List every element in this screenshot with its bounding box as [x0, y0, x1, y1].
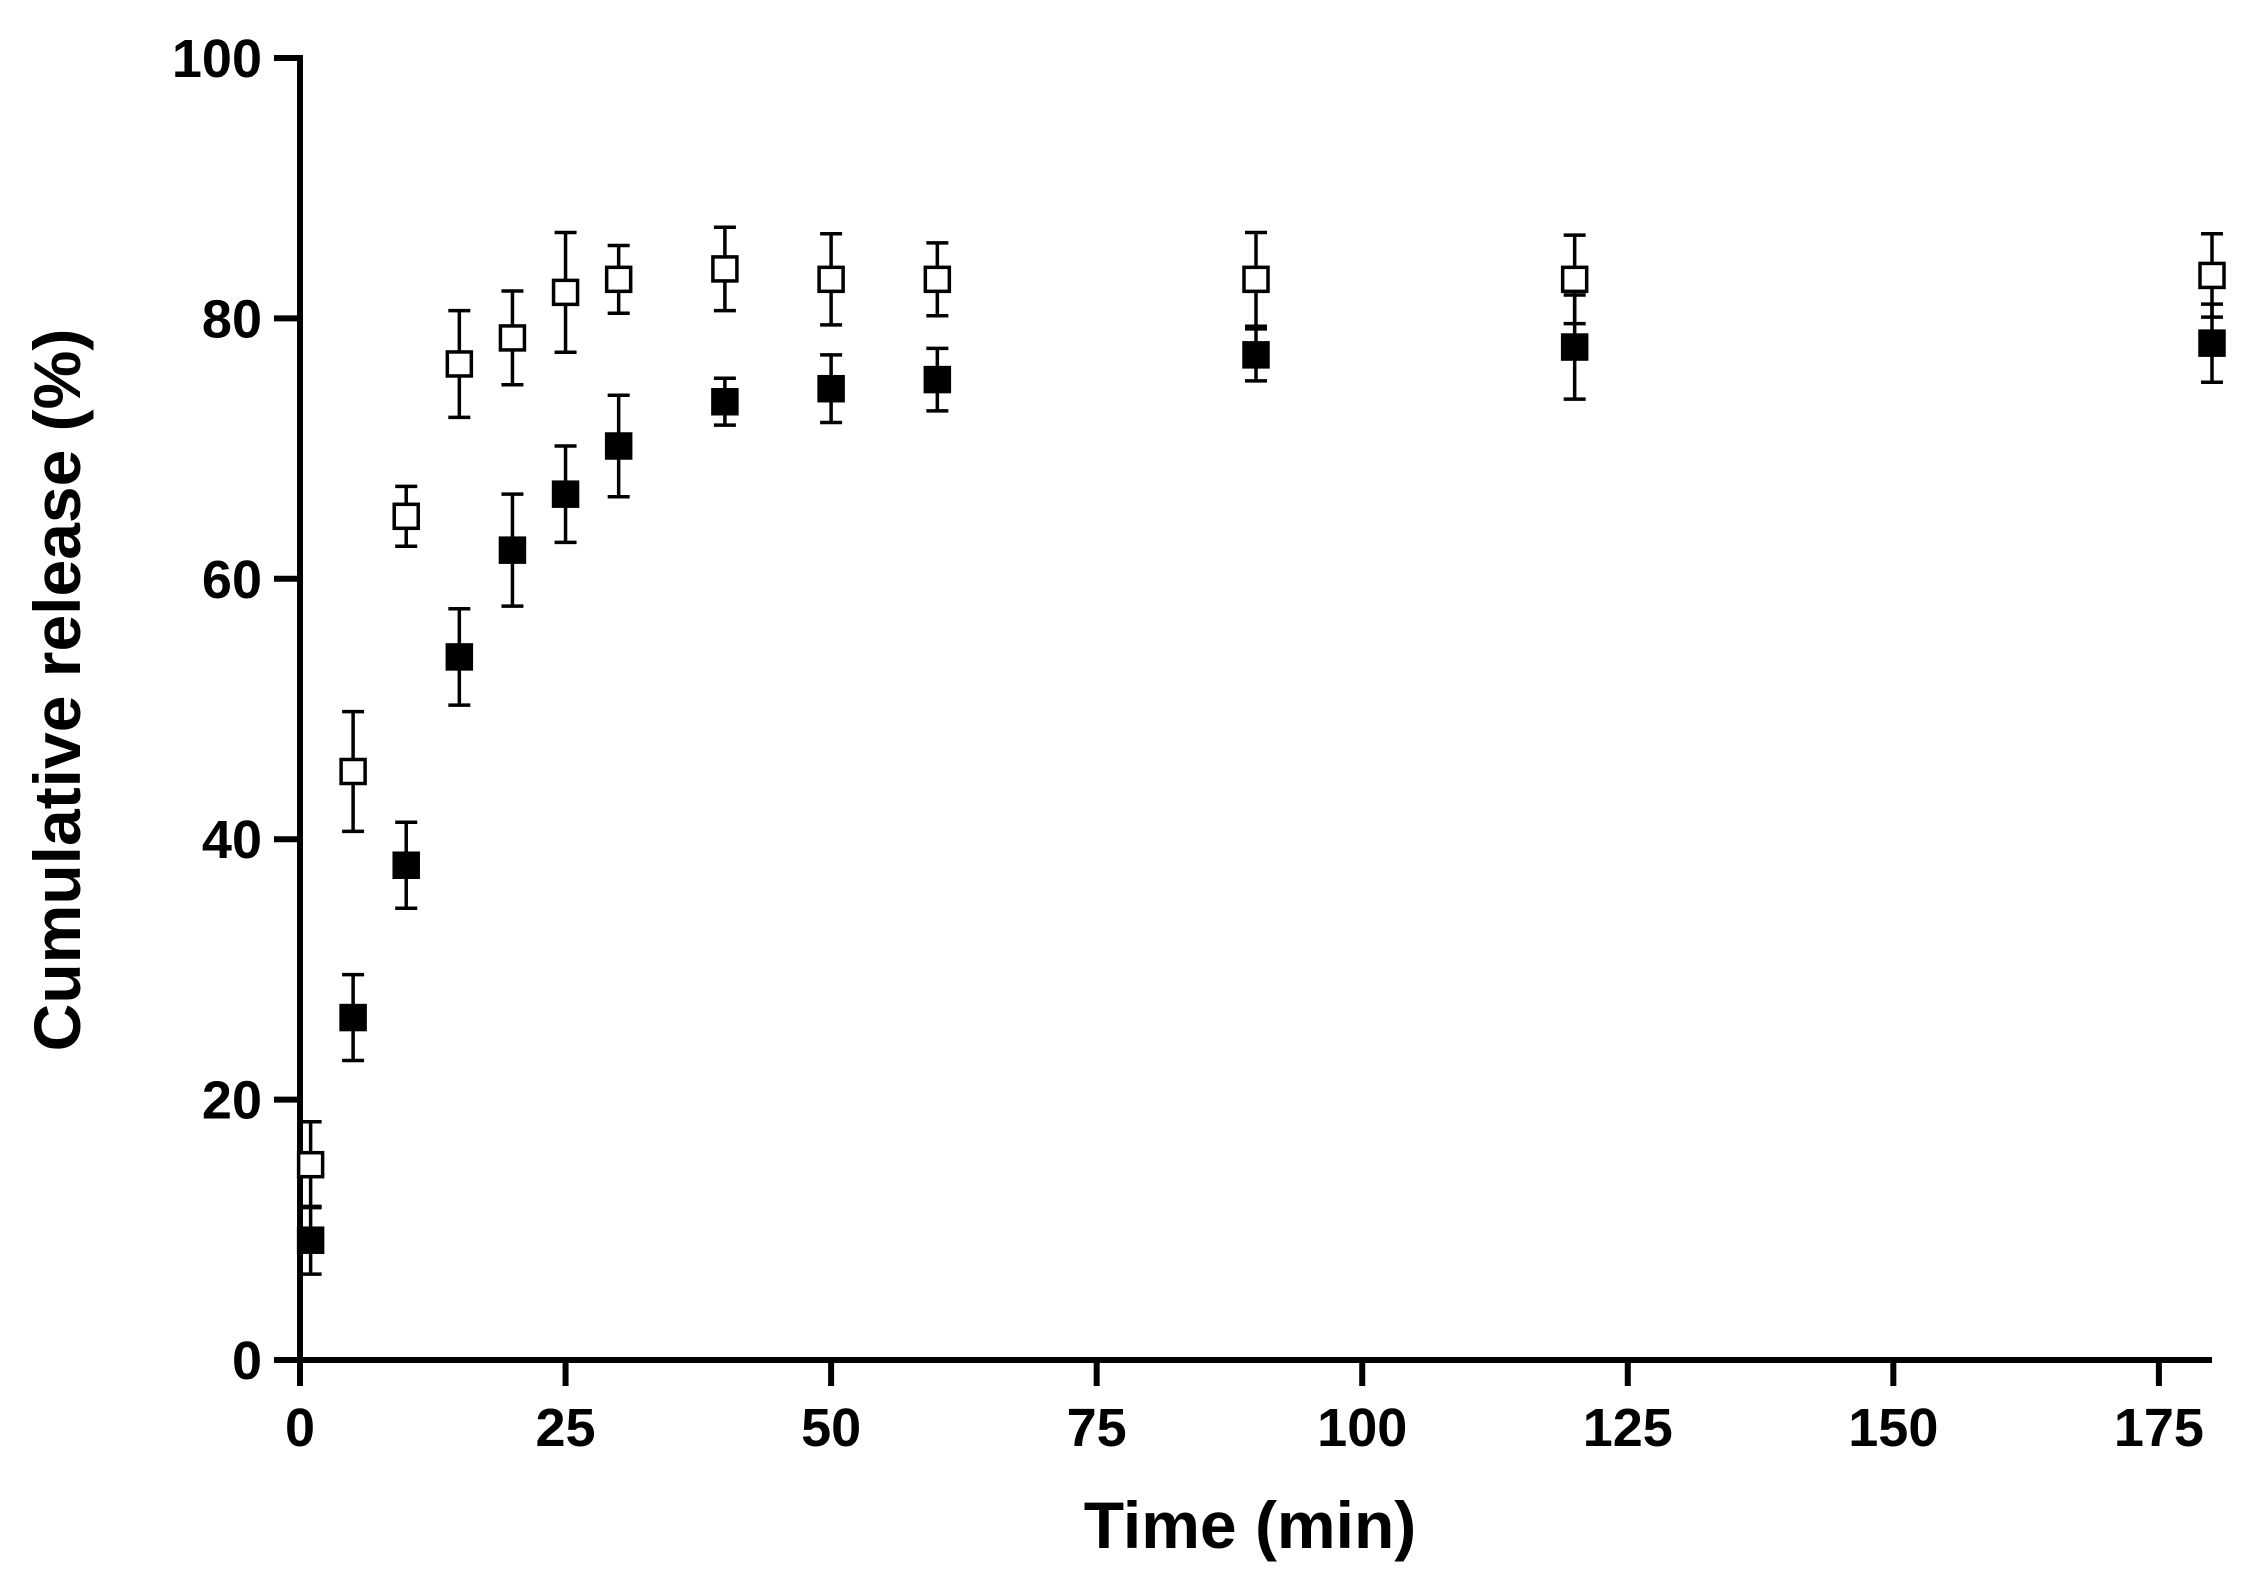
- data-point: [551, 480, 580, 508]
- y-tick-label: 20: [202, 1071, 262, 1131]
- data-point: [296, 1150, 325, 1179]
- series-open-square: [296, 225, 2226, 1210]
- data-point: [2198, 261, 2226, 290]
- x-tick-label: 75: [1067, 1398, 1127, 1458]
- data-point: [1560, 265, 1589, 294]
- x-tick-label: 0: [285, 1398, 315, 1458]
- data-point: [445, 643, 474, 671]
- y-tick-label: 60: [202, 550, 262, 610]
- y-axis-title: Cumulative release (%): [20, 329, 94, 1052]
- x-tick-label: 100: [1317, 1398, 1407, 1458]
- x-tick-label: 125: [1583, 1398, 1673, 1458]
- data-point: [604, 265, 633, 294]
- y-tick-label: 80: [202, 289, 262, 349]
- data-point: [1560, 333, 1589, 361]
- x-tick-label: 150: [1848, 1398, 1938, 1458]
- y-tick-label: 100: [172, 29, 262, 89]
- data-point: [923, 265, 952, 294]
- data-point: [1242, 265, 1270, 294]
- x-axis-title: Time (min): [1084, 1488, 1416, 1562]
- data-point: [339, 757, 367, 786]
- data-point: [498, 536, 527, 564]
- x-axis: 0 25 50 75 100 125 150 175: [285, 1357, 2212, 1458]
- data-point: [817, 374, 845, 403]
- x-tick-label: 25: [536, 1398, 596, 1458]
- data-point: [711, 255, 739, 283]
- data-point: [1242, 341, 1270, 369]
- data-point: [2198, 329, 2226, 357]
- data-point: [498, 324, 527, 352]
- plot-series: [296, 225, 2226, 1276]
- y-axis: 0 20 40 60 80 100: [172, 29, 303, 1391]
- data-point: [817, 265, 845, 294]
- y-tick-label: 0: [232, 1331, 262, 1391]
- data-point: [392, 851, 420, 879]
- data-point: [711, 387, 739, 416]
- data-point: [604, 432, 633, 460]
- data-point: [392, 502, 420, 531]
- x-tick-label: 50: [801, 1398, 861, 1458]
- data-point: [296, 1226, 325, 1254]
- data-point: [923, 365, 952, 394]
- series-filled-square: [296, 293, 2226, 1276]
- data-point: [445, 350, 474, 378]
- x-tick-label: 175: [2114, 1398, 2204, 1458]
- data-point: [551, 278, 580, 307]
- data-point: [339, 1003, 367, 1032]
- y-tick-label: 40: [202, 810, 262, 870]
